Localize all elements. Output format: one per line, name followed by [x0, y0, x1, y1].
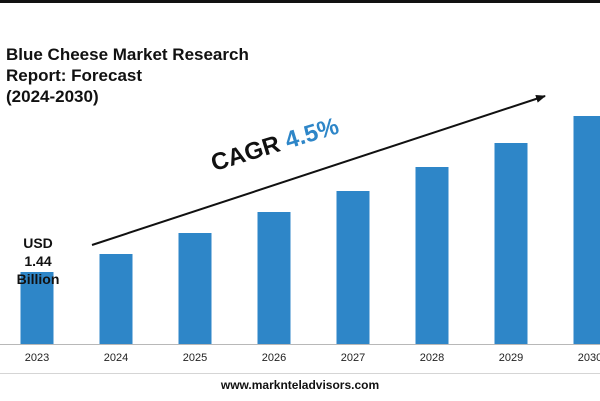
- x-tick-label: 2030: [578, 352, 600, 364]
- bar-2025: [179, 233, 212, 344]
- bar-2029: [495, 143, 528, 344]
- x-tick-label: 2028: [420, 352, 444, 364]
- bar-2027: [337, 191, 370, 344]
- x-tick-label: 2025: [183, 352, 207, 364]
- bar-2026: [258, 212, 291, 344]
- start-value-label: USD 1.44 Billion: [6, 234, 70, 288]
- bar-group: [21, 116, 600, 344]
- bar-2024: [100, 254, 133, 344]
- x-tick-label: 2023: [25, 352, 49, 364]
- footer-url[interactable]: www.marknteladvisors.com: [0, 378, 600, 392]
- x-axis-ticks: 2023 2024 2025 2026 2027 2028 2029 2030: [25, 352, 600, 364]
- x-tick-label: 2024: [104, 352, 128, 364]
- x-tick-label: 2026: [262, 352, 286, 364]
- x-tick-label: 2029: [499, 352, 523, 364]
- bar-2030: [574, 116, 600, 344]
- x-axis-line: [0, 344, 600, 345]
- bar-2028: [416, 167, 449, 344]
- x-tick-label: 2027: [341, 352, 365, 364]
